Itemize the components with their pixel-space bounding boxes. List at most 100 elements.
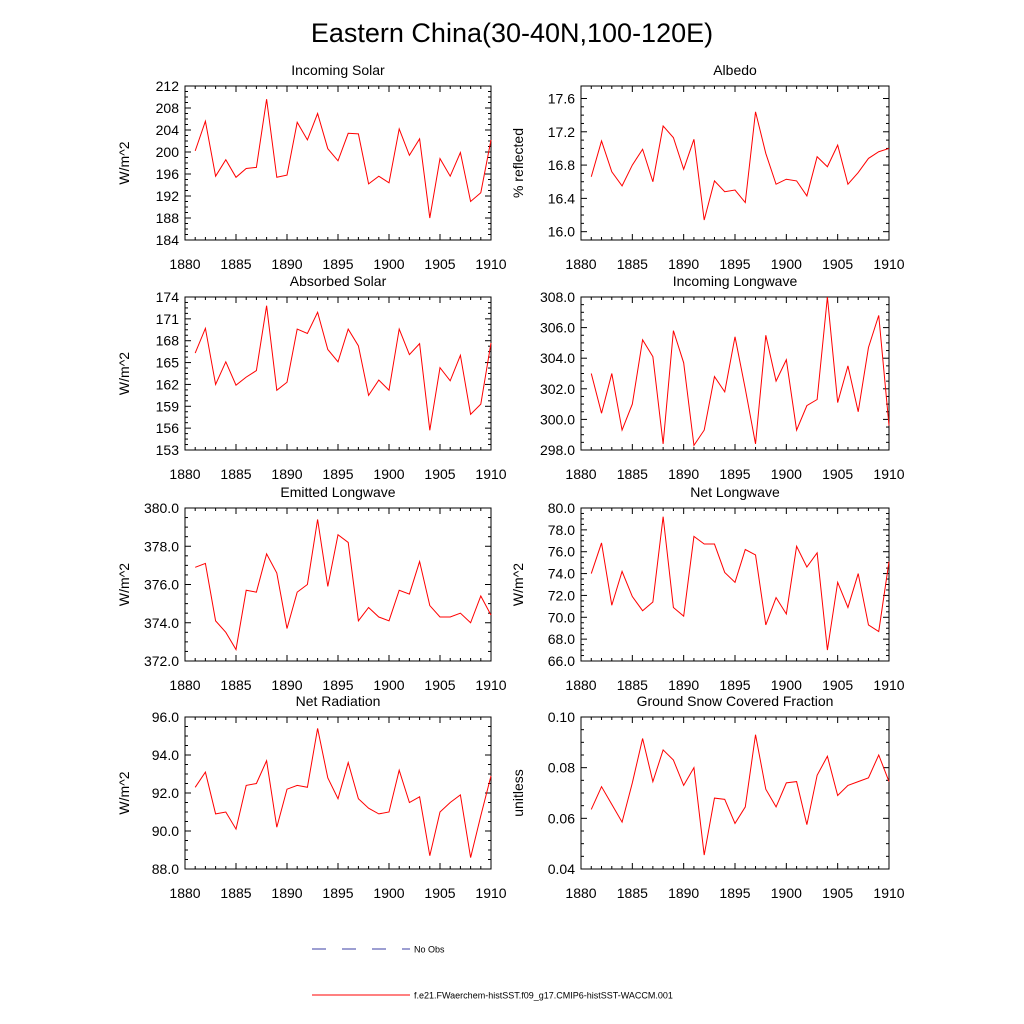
panel-absorbed-solar-ylabel: W/m^2 — [116, 352, 132, 395]
panel-ground-snow-covered-fraction-series-line-0 — [590, 734, 890, 856]
panel-net-longwave: Net Longwave W/m^2 1880 1885 1890 1895 1900 190… — [510, 484, 905, 693]
panel-ground-snow-covered-fraction-xtick-label-1885: 1885 — [617, 885, 648, 901]
panel-net-radiation-series-line-0 — [194, 728, 492, 858]
panel-absorbed-solar-ytick-label-156: 156 — [156, 420, 180, 436]
panel-absorbed-solar-xtick-label-1880: 1880 — [169, 466, 200, 482]
panel-net-radiation-xtick-label-1890: 1890 — [271, 885, 302, 901]
panel-net-radiation-xtick-label-1910: 1910 — [475, 885, 506, 901]
panel-albedo-xtick-label-1910: 1910 — [873, 256, 904, 272]
panel-absorbed-solar-xtick-label-1885: 1885 — [220, 466, 251, 482]
panel-net-longwave-ytick-label-76-0: 76.0 — [548, 544, 575, 560]
panel-albedo-ylabel: % reflected — [510, 128, 526, 198]
panel-net-longwave-xtick-label-1905: 1905 — [822, 677, 853, 693]
panel-absorbed-solar-xtick-label-1910: 1910 — [475, 466, 506, 482]
panel-net-radiation-xtick-label-1900: 1900 — [373, 885, 404, 901]
panel-albedo-xtick-label-1885: 1885 — [617, 256, 648, 272]
panel-net-radiation-title: Net Radiation — [296, 693, 381, 709]
panel-albedo-xtick-label-1880: 1880 — [565, 256, 596, 272]
panel-ground-snow-covered-fraction-xtick-label-1900: 1900 — [771, 885, 802, 901]
panel-emitted-longwave-ytick-label-372-0: 372.0 — [144, 653, 179, 669]
panel-incoming-solar-xtick-label-1895: 1895 — [322, 256, 353, 272]
panel-emitted-longwave-xtick-label-1885: 1885 — [220, 677, 251, 693]
panel-albedo-xtick-label-1895: 1895 — [719, 256, 750, 272]
panel-incoming-longwave: Incoming Longwave 1880 1885 1890 1895 1900 190… — [540, 273, 905, 482]
panel-net-longwave-ylabel: W/m^2 — [510, 563, 526, 606]
panel-absorbed-solar-xtick-label-1900: 1900 — [373, 466, 404, 482]
panel-net-radiation-ytick-label-88-0: 88.0 — [152, 861, 179, 877]
panel-incoming-solar-xtick-label-1885: 1885 — [220, 256, 251, 272]
panel-incoming-longwave-xtick-label-1885: 1885 — [617, 466, 648, 482]
panel-albedo-xtick-label-1900: 1900 — [771, 256, 802, 272]
panel-absorbed-solar: Absorbed Solar W/m^2 1880 1885 1890 1895 1900 1… — [116, 273, 507, 482]
panel-net-radiation-ytick-label-96-0: 96.0 — [152, 709, 179, 725]
panel-net-radiation: Net Radiation W/m^2 1880 1885 1890 1895 1900 19… — [116, 693, 507, 901]
panel-incoming-solar-xtick-label-1890: 1890 — [271, 256, 302, 272]
panel-incoming-longwave-xtick-label-1880: 1880 — [565, 466, 596, 482]
panel-absorbed-solar-ytick-label-165: 165 — [156, 355, 180, 371]
panel-emitted-longwave-ytick-label-378-0: 378.0 — [144, 538, 179, 554]
panel-albedo-ytick-label-16-4: 16.4 — [548, 190, 575, 206]
panel-incoming-solar-title: Incoming Solar — [291, 62, 385, 78]
panel-ground-snow-covered-fraction-ylabel: unitless — [510, 769, 526, 816]
panel-incoming-longwave-title: Incoming Longwave — [673, 273, 798, 289]
panel-albedo-xtick-label-1890: 1890 — [668, 256, 699, 272]
panel-net-radiation-xtick-label-1905: 1905 — [424, 885, 455, 901]
panel-incoming-solar-xtick-label-1905: 1905 — [424, 256, 455, 272]
panel-emitted-longwave-xtick-label-1905: 1905 — [424, 677, 455, 693]
panel-net-radiation-xtick-label-1885: 1885 — [220, 885, 251, 901]
panel-incoming-solar-series-line-0 — [194, 99, 492, 219]
panel-ground-snow-covered-fraction-ytick-label-0-08: 0.08 — [548, 760, 575, 776]
panel-albedo-ytick-label-17-2: 17.2 — [548, 124, 575, 140]
panel-net-longwave-xtick-label-1895: 1895 — [719, 677, 750, 693]
panel-incoming-longwave-ytick-label-304-0: 304.0 — [540, 350, 575, 366]
panel-net-longwave-series-line-0 — [590, 516, 890, 651]
panel-albedo-title: Albedo — [713, 62, 757, 78]
panel-emitted-longwave-title: Emitted Longwave — [280, 484, 395, 500]
panel-net-longwave-xtick-label-1885: 1885 — [617, 677, 648, 693]
legend: No Obs f.e21.FWaerchem-histSST.f09_g17.C… — [312, 945, 673, 1001]
panel-albedo-series-line-0 — [590, 111, 890, 221]
panel-emitted-longwave: Emitted Longwave W/m^2 1880 1885 1890 1895 190… — [116, 484, 507, 693]
panel-albedo: Albedo % reflected 1880 1885 1890 1895 1900 190… — [510, 62, 905, 272]
panel-absorbed-solar-ytick-label-171: 171 — [156, 311, 180, 327]
panel-net-longwave-ytick-label-72-0: 72.0 — [548, 587, 575, 603]
panel-emitted-longwave-ylabel: W/m^2 — [116, 563, 132, 606]
panel-incoming-longwave-ytick-label-308-0: 308.0 — [540, 289, 575, 305]
panel-incoming-solar: Incoming Solar W/m^2 1880 1885 1890 1895 1900 1… — [116, 62, 507, 272]
panel-incoming-solar-ytick-label-192: 192 — [156, 188, 180, 204]
panel-net-longwave-ytick-label-68-0: 68.0 — [548, 631, 575, 647]
panel-emitted-longwave-series-line-0 — [195, 519, 492, 651]
panel-net-longwave-xtick-label-1880: 1880 — [565, 677, 596, 693]
figure-title: Eastern China(30-40N,100-120E) — [311, 18, 713, 48]
panel-incoming-solar-ytick-label-204: 204 — [156, 122, 180, 138]
panel-net-longwave-ytick-label-74-0: 74.0 — [548, 566, 575, 582]
panel-incoming-longwave-xtick-label-1895: 1895 — [719, 466, 750, 482]
panel-net-longwave-ytick-label-80-0: 80.0 — [548, 500, 575, 516]
panel-net-radiation-ylabel: W/m^2 — [116, 771, 132, 814]
panel-incoming-solar-ytick-label-184: 184 — [156, 232, 180, 248]
panel-incoming-longwave-xtick-label-1910: 1910 — [873, 466, 904, 482]
panel-emitted-longwave-xtick-label-1910: 1910 — [475, 677, 506, 693]
panel-incoming-longwave-ytick-label-300-0: 300.0 — [540, 411, 575, 427]
panel-absorbed-solar-title: Absorbed Solar — [290, 273, 387, 289]
panel-absorbed-solar-ytick-label-168: 168 — [156, 333, 180, 349]
panel-emitted-longwave-ytick-label-380-0: 380.0 — [144, 500, 179, 516]
panel-net-longwave-title: Net Longwave — [690, 484, 780, 500]
legend-obs-label: No Obs — [414, 945, 445, 955]
panel-incoming-solar-ytick-label-212: 212 — [156, 78, 180, 94]
panel-absorbed-solar-ytick-label-174: 174 — [156, 289, 180, 305]
panel-incoming-solar-xtick-label-1900: 1900 — [373, 256, 404, 272]
panel-ground-snow-covered-fraction-xtick-label-1890: 1890 — [668, 885, 699, 901]
panel-net-radiation-xtick-label-1895: 1895 — [322, 885, 353, 901]
panel-incoming-solar-ytick-label-208: 208 — [156, 100, 180, 116]
panel-ground-snow-covered-fraction-xtick-label-1905: 1905 — [822, 885, 853, 901]
panel-ground-snow-covered-fraction-ytick-label-0-06: 0.06 — [548, 810, 575, 826]
panel-incoming-longwave-series-line-0 — [590, 296, 890, 447]
panel-absorbed-solar-ytick-label-162: 162 — [156, 376, 180, 392]
panel-incoming-longwave-ytick-label-298-0: 298.0 — [540, 442, 575, 458]
panel-ground-snow-covered-fraction-xtick-label-1895: 1895 — [719, 885, 750, 901]
chart-panels: Incoming Solar W/m^2 1880 1885 1890 1895 1900 1… — [116, 62, 905, 901]
panel-emitted-longwave-xtick-label-1895: 1895 — [322, 677, 353, 693]
